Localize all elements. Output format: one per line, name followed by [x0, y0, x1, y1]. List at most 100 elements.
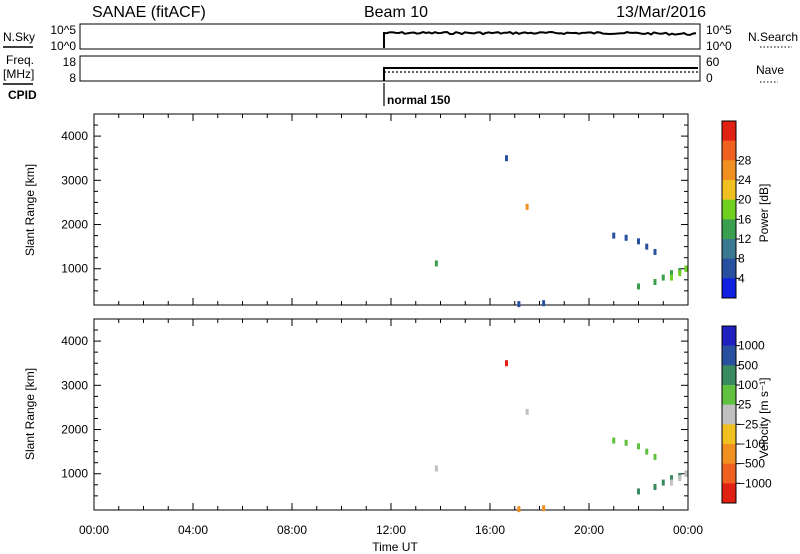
data-mark — [637, 283, 640, 290]
data-mark — [653, 248, 657, 255]
data-mark — [505, 155, 508, 162]
colorbar-segment — [722, 345, 736, 366]
velocity-colorbar-label: Velocity [m s⁻¹] — [757, 377, 771, 458]
data-mark — [653, 484, 657, 491]
velocity-panel-data — [434, 360, 688, 513]
data-mark — [637, 488, 640, 495]
data-mark — [612, 232, 616, 239]
y-tick-label: 1000 — [61, 262, 88, 276]
noise-right-bottom-tick: 10^0 — [706, 39, 732, 53]
colorbar-segment — [722, 140, 736, 161]
freq-right-top-tick: 60 — [706, 55, 720, 69]
noise-sky-trace — [383, 30, 697, 48]
freq-left-top-tick: 18 — [63, 55, 77, 69]
colorbar-segment — [722, 365, 736, 386]
y-tick-label: 4000 — [61, 334, 88, 348]
power-panel-ylabel: Slant Range [km] — [23, 164, 37, 256]
data-mark — [653, 279, 657, 286]
freq-label: Freq. — [6, 53, 34, 67]
data-mark — [505, 360, 508, 367]
data-mark — [434, 465, 438, 472]
beam-title: Beam 10 — [364, 4, 428, 21]
x-tick-label: 08:00 — [277, 523, 307, 537]
date-title: 13/Mar/2016 — [616, 4, 706, 21]
power-panel-ticks — [93, 113, 689, 305]
colorbar-tick-label: 16 — [738, 212, 752, 226]
y-tick-label: 3000 — [61, 173, 88, 187]
data-mark — [661, 274, 665, 281]
data-mark — [653, 453, 657, 460]
colorbar-tick-label: 8 — [738, 252, 745, 266]
y-tick-label: 2000 — [61, 423, 88, 437]
noise-sky-label: N.Sky — [3, 30, 35, 44]
frequency-panel: Freq. [MHz] 18 8 60 0 Nave — [3, 53, 784, 85]
data-mark — [678, 270, 682, 277]
colorbar-segment — [722, 404, 736, 425]
x-tick-label: 04:00 — [178, 523, 208, 537]
data-mark — [645, 448, 649, 455]
colorbar-segment — [722, 424, 736, 445]
data-mark — [525, 408, 529, 415]
cpid-mode: normal 150 — [387, 93, 451, 107]
x-axis-tick-labels: 00:00 04:00 08:00 12:00 16:00 20:00 00:00 — [79, 523, 703, 537]
colorbar-tick-label: 28 — [738, 153, 752, 167]
freq-right-bottom-tick: 0 — [706, 71, 713, 85]
power-colorbar: 4 8 12 16 20 24 28 — [721, 120, 752, 299]
data-mark — [670, 475, 673, 482]
data-mark — [542, 300, 546, 307]
velocity-panel-ticks — [93, 318, 689, 510]
colorbar-segment — [722, 278, 736, 299]
colorbar-segment — [722, 483, 736, 504]
data-mark — [624, 439, 628, 446]
x-tick-label: 12:00 — [376, 523, 406, 537]
noise-search-label: N.Search — [748, 30, 798, 44]
data-mark — [670, 270, 673, 277]
data-mark — [542, 505, 546, 512]
data-mark — [637, 238, 640, 245]
data-mark — [684, 470, 688, 477]
colorbar-segment — [722, 258, 736, 279]
colorbar-tick-label: −500 — [738, 457, 765, 471]
colorbar-segment — [722, 444, 736, 464]
y-tick-label: 1000 — [61, 467, 88, 481]
data-mark — [670, 274, 673, 281]
y-tick-label: 2000 — [61, 218, 88, 232]
x-tick-label: 16:00 — [475, 523, 505, 537]
colorbar-segment — [722, 239, 736, 259]
colorbar-tick-label: −1000 — [738, 476, 772, 490]
freq-left-bottom-tick: 8 — [69, 71, 76, 85]
noise-panel: N.Sky 10^5 10^0 10^5 10^0 N.Search — [3, 23, 798, 53]
noise-right-top-tick: 10^5 — [706, 23, 732, 37]
data-mark — [684, 265, 688, 272]
noise-left-top-tick: 10^5 — [50, 23, 76, 37]
data-mark — [670, 479, 673, 486]
colorbar-tick-label: 500 — [738, 358, 758, 372]
velocity-panel-ylabel: Slant Range [km] — [23, 368, 37, 460]
y-tick-label: 4000 — [61, 129, 88, 143]
freq-trace — [383, 67, 698, 81]
velocity-panel-y-tick-labels: 1000 2000 3000 4000 — [61, 334, 88, 481]
colorbar-tick-label: −25 — [738, 417, 759, 431]
noise-left-bottom-tick: 10^0 — [50, 39, 76, 53]
freq-unit-label: [MHz] — [3, 67, 34, 81]
data-mark — [624, 234, 628, 241]
colorbar-segment — [722, 199, 736, 220]
data-mark — [434, 260, 438, 267]
colorbar-segment — [722, 180, 736, 200]
data-mark — [661, 479, 665, 486]
colorbar-segment — [722, 385, 736, 405]
colorbar-segment — [722, 326, 736, 346]
power-panel-y-tick-labels: 1000 2000 3000 4000 — [61, 129, 88, 276]
data-mark — [517, 506, 521, 513]
colorbar-segment — [722, 121, 736, 141]
x-tick-label: 00:00 — [673, 523, 703, 537]
power-panel: 1000 2000 3000 4000 Slant Range [km] 4 8 12 16… — [23, 113, 771, 308]
colorbar-tick-label: 24 — [738, 173, 752, 187]
data-mark — [517, 301, 521, 308]
cpid-label: CPID — [8, 88, 37, 102]
y-tick-label: 3000 — [61, 378, 88, 392]
colorbar-tick-label: 20 — [738, 193, 752, 207]
power-colorbar-label: Power [dB] — [757, 184, 771, 243]
data-mark — [612, 437, 616, 444]
